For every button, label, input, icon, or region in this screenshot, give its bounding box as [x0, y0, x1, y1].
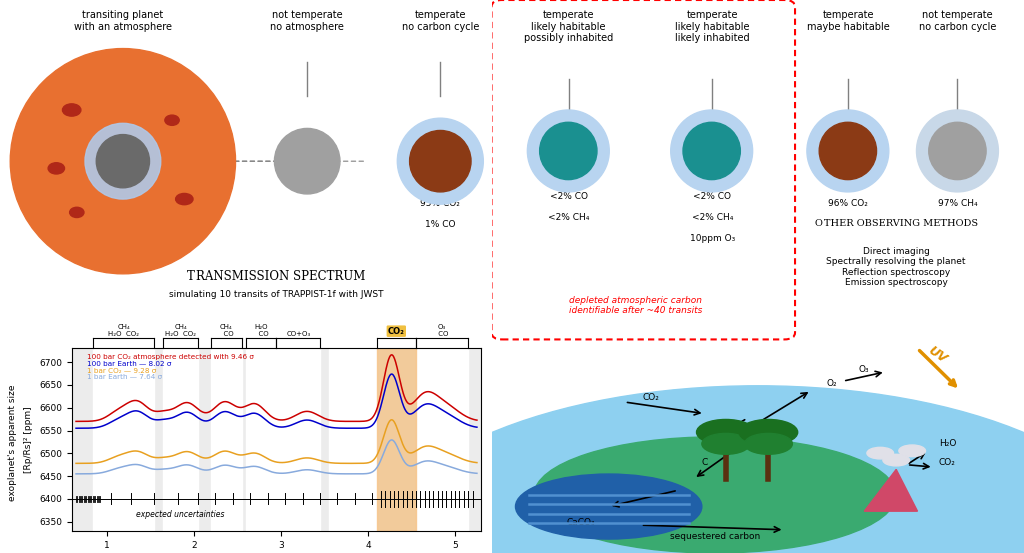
Text: CO+O₃: CO+O₃ [286, 331, 310, 337]
Text: expected uncertainties: expected uncertainties [136, 510, 225, 519]
Y-axis label: [Rp/Rs]² [ppm]: [Rp/Rs]² [ppm] [25, 406, 34, 473]
Circle shape [696, 419, 755, 445]
Text: not temperate
no carbon cycle: not temperate no carbon cycle [919, 11, 996, 32]
Text: CH₄
H₂O  CO₂: CH₄ H₂O CO₂ [109, 324, 139, 337]
Text: CO₂: CO₂ [939, 458, 955, 467]
Circle shape [701, 434, 750, 455]
Circle shape [916, 110, 998, 192]
Circle shape [807, 110, 889, 192]
Text: <5% CO₂

<2% CO

<2% CH₄: <5% CO₂ <2% CO <2% CH₄ [548, 171, 590, 222]
Ellipse shape [176, 194, 193, 205]
Text: 100 bar CO₂ atmosphere detected with 9.46 σ: 100 bar CO₂ atmosphere detected with 9.4… [87, 354, 254, 360]
Bar [211, 348, 242, 531]
Text: transiting planet
with an atmosphere: transiting planet with an atmosphere [74, 11, 172, 32]
Circle shape [819, 122, 877, 180]
Text: 96% CO₂: 96% CO₂ [828, 199, 868, 208]
Ellipse shape [48, 163, 65, 174]
Circle shape [410, 131, 471, 192]
Text: temperate
likely habitable
possibly inhabited: temperate likely habitable possibly inha… [524, 11, 613, 44]
Text: 1 bar Earth — 7.64 σ: 1 bar Earth — 7.64 σ [87, 374, 163, 380]
Circle shape [527, 110, 609, 192]
Text: CH₄
  CO: CH₄ CO [219, 324, 233, 337]
Circle shape [739, 419, 798, 445]
Text: O₃: O₃ [859, 365, 869, 374]
Text: 100 bar Earth — 8.02 σ: 100 bar Earth — 8.02 σ [87, 361, 172, 367]
Text: O THER OBSERVING METHODS: O THER OBSERVING METHODS [815, 220, 978, 228]
Text: 95% CO₂

1% CO: 95% CO₂ 1% CO [421, 199, 460, 228]
Text: 97% CH₄: 97% CH₄ [938, 199, 977, 208]
Circle shape [96, 134, 150, 188]
Text: sequestered carbon: sequestered carbon [670, 532, 760, 541]
Text: temperate
maybe habitable: temperate maybe habitable [807, 11, 890, 32]
Text: temperate
likely habitable
likely inhabited: temperate likely habitable likely inhabi… [675, 11, 750, 44]
Text: CO₂: CO₂ [388, 327, 404, 336]
Text: exoplanet's apparent size: exoplanet's apparent size [8, 384, 16, 500]
Circle shape [397, 118, 483, 204]
Bar [416, 348, 468, 531]
Circle shape [867, 447, 894, 459]
Circle shape [744, 434, 793, 455]
Text: T RANSMISSION SPECTRUM: T RANSMISSION SPECTRUM [187, 270, 366, 283]
Text: CaCO₃: CaCO₃ [566, 518, 595, 527]
Circle shape [929, 122, 986, 180]
Ellipse shape [138, 154, 148, 161]
Circle shape [375, 386, 1024, 553]
Text: CH₄
H₂O  CO₂: CH₄ H₂O CO₂ [165, 324, 197, 337]
Text: temperate
no carbon cycle: temperate no carbon cycle [401, 11, 479, 32]
Bar [377, 348, 416, 531]
Circle shape [10, 49, 236, 274]
Text: C: C [701, 458, 708, 467]
Bar [163, 348, 198, 531]
Text: simulating 10 transits of TRAPPIST-1f with JWST: simulating 10 transits of TRAPPIST-1f wi… [169, 290, 384, 299]
Circle shape [899, 445, 926, 457]
Ellipse shape [165, 115, 179, 126]
Text: UV: UV [926, 343, 949, 366]
Ellipse shape [62, 104, 81, 116]
Circle shape [683, 122, 740, 180]
Circle shape [540, 122, 597, 180]
Text: Direct imaging
Spectrally resolving the planet
Reflection spectroscopy
Emission : Direct imaging Spectrally resolving the … [826, 247, 966, 287]
Text: CO₂: CO₂ [643, 393, 659, 402]
Text: H₂O: H₂O [939, 439, 956, 448]
Polygon shape [864, 469, 918, 511]
Text: H₂O
  CO: H₂O CO [254, 324, 268, 337]
Text: O₂: O₂ [827, 379, 838, 388]
Circle shape [671, 110, 753, 192]
Bar [246, 348, 321, 531]
Circle shape [883, 455, 909, 466]
Ellipse shape [535, 437, 896, 553]
Text: <10% CO₂

<2% CO

<2% CH₄

10ppm O₃: <10% CO₂ <2% CO <2% CH₄ 10ppm O₃ [689, 171, 736, 243]
Circle shape [274, 128, 340, 194]
Circle shape [85, 123, 161, 199]
Text: depleted atmospheric carbon
identifiable after ~40 transits: depleted atmospheric carbon identifiable… [568, 296, 702, 315]
Ellipse shape [515, 474, 701, 539]
Ellipse shape [70, 207, 84, 217]
Bar [93, 348, 155, 531]
Text: O₃
 CO: O₃ CO [436, 324, 449, 337]
Text: not temperate
no atmosphere: not temperate no atmosphere [270, 11, 344, 32]
Text: 1 bar CO₂ — 9.28 σ: 1 bar CO₂ — 9.28 σ [87, 368, 157, 373]
Bar [329, 348, 377, 531]
